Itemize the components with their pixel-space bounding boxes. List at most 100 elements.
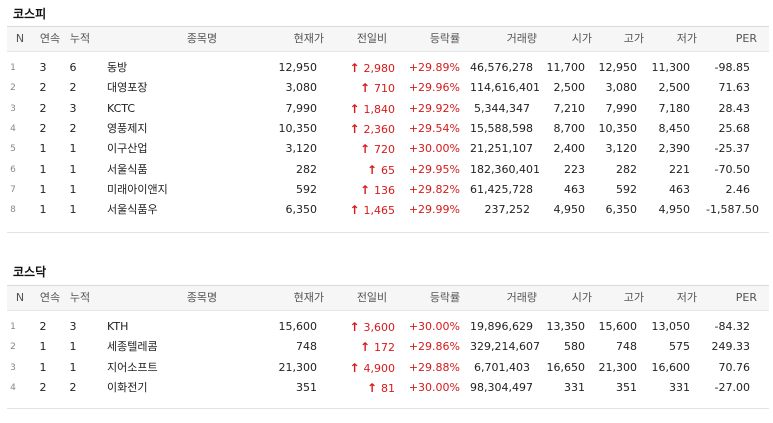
cell-price: 12,950 (278, 61, 318, 74)
cell-rate: +29.54% (408, 121, 460, 135)
change-value: 710 (374, 82, 395, 96)
col-header-rate: 등락률 (429, 291, 461, 304)
arrow-up-icon: ↑ (366, 380, 377, 395)
col-header-price: 현재가 (293, 32, 324, 45)
arrow-up-icon: ↑ (349, 320, 360, 334)
stock-name-link[interactable]: KTH (107, 320, 129, 333)
arrow-up-icon: ↑ (359, 340, 370, 355)
col-header-streak: 연속 (39, 291, 61, 304)
cell-high: 15,600 (598, 320, 638, 333)
col-header-n: N (15, 291, 25, 304)
arrow-up-icon: ↑ (349, 203, 360, 218)
cell-cumulative: 3 (69, 320, 77, 333)
stock-name-link[interactable]: 서울식품우 (107, 203, 158, 217)
cell-n: 1 (10, 63, 16, 73)
change-value: 136 (374, 183, 395, 197)
cell-change: ↑ 172 (335, 337, 395, 358)
table-row: 4 2 2 이화전기 351 ↑ 81 +30.00% 98,304,497 331 351 331 -… (0, 378, 773, 398)
cell-high: 21,300 (598, 360, 638, 374)
cell-high: 10,350 (598, 121, 638, 135)
cell-price: 282 (296, 162, 317, 176)
cell-per: -1,587.50 (706, 203, 759, 217)
cell-high: 7,990 (605, 101, 638, 115)
stock-name-link[interactable]: 영풍제지 (107, 121, 148, 135)
col-header-streak: 연속 (39, 32, 61, 45)
cell-rate: +29.96% (408, 81, 460, 95)
table-divider (7, 408, 769, 409)
table-row: 5 1 1 이구산업 3,120 ↑ 720 +30.00% 21,251,107 2,400 3,… (0, 139, 773, 159)
cell-change: ↑ 1,465 (335, 200, 395, 221)
cell-volume: 98,304,497 (470, 380, 533, 394)
cell-change: ↑ 136 (335, 180, 395, 201)
cell-low: 16,600 (651, 360, 691, 374)
cell-cumulative: 2 (69, 380, 77, 394)
cell-rate: +29.92% (408, 101, 460, 115)
change-value: 2,980 (363, 62, 396, 75)
stock-name-link[interactable]: 미래아이앤지 (107, 182, 168, 196)
cell-high: 592 (616, 182, 637, 196)
cell-cumulative: 2 (69, 121, 77, 135)
arrow-up-icon: ↑ (366, 162, 377, 177)
stock-name-link[interactable]: 지어소프트 (107, 360, 158, 374)
table-divider (7, 232, 769, 233)
change-value: 65 (381, 163, 395, 177)
cell-streak: 1 (39, 162, 47, 176)
cell-low: 2,500 (658, 81, 691, 95)
cell-cumulative: 1 (69, 203, 77, 217)
cell-rate: +29.82% (408, 182, 460, 196)
kospi-section: 코스피 N 연속 누적 종목명 현재가 전일비 등락률 거래량 시가 고가 저가… (0, 7, 773, 233)
cell-low: 7,180 (658, 101, 691, 115)
cell-open: 2,400 (553, 142, 586, 156)
arrow-up-icon: ↑ (349, 360, 360, 375)
stock-name-link[interactable]: 이구산업 (107, 142, 148, 156)
cell-cumulative: 1 (69, 182, 77, 196)
cell-n: 7 (10, 184, 16, 195)
cell-price: 10,350 (278, 121, 318, 135)
cell-per: 28.43 (718, 101, 751, 115)
cell-price: 592 (296, 182, 317, 196)
stock-name-link[interactable]: 이화전기 (107, 380, 148, 394)
cell-rate: +30.00% (408, 142, 460, 156)
cell-rate: +29.99% (408, 203, 460, 217)
col-header-low: 저가 (676, 291, 697, 304)
cell-price: 351 (296, 380, 317, 394)
cell-low: 2,390 (658, 142, 691, 156)
cell-n: 4 (10, 382, 16, 393)
cell-rate: +30.00% (408, 380, 460, 394)
cell-streak: 3 (39, 61, 47, 74)
col-header-per: PER (735, 291, 757, 304)
stock-name-link[interactable]: 대영포장 (107, 81, 148, 95)
cell-open: 331 (564, 380, 585, 394)
table-header: N 연속 누적 종목명 현재가 전일비 등락률 거래량 시가 고가 저가 PER (7, 26, 769, 52)
cell-change: ↑ 81 (335, 378, 395, 399)
cell-change: ↑ 1,840 (335, 99, 395, 120)
cell-cumulative: 1 (69, 360, 77, 374)
table-row: 6 1 1 서울식품 282 ↑ 65 +29.95% 182,360,401 223 282 221… (0, 160, 773, 180)
cell-change: ↑ 710 (335, 78, 395, 99)
cell-high: 3,120 (605, 142, 638, 156)
table-row: 1 3 6 동방 12,950 ↑ 2,980 +29.89% 46,576,278 11,700… (0, 58, 773, 78)
cell-volume: 6,701,403 (474, 360, 530, 374)
table-row: 2 2 2 대영포장 3,080 ↑ 710 +29.96% 114,616,401 2,500 3… (0, 78, 773, 98)
cell-volume: 15,588,598 (470, 121, 533, 135)
cell-n: 1 (10, 322, 16, 332)
change-value: 1,465 (363, 204, 396, 218)
cell-streak: 2 (39, 320, 47, 333)
stock-name-link[interactable]: 서울식품 (107, 162, 148, 176)
cell-rate: +30.00% (408, 320, 460, 333)
cell-rate: +29.88% (408, 360, 460, 374)
cell-change: ↑ 3,600 (335, 317, 395, 338)
cell-change: ↑ 2,980 (335, 58, 395, 79)
stock-name-link[interactable]: 세종텔레콤 (107, 340, 158, 354)
arrow-up-icon: ↑ (359, 142, 370, 157)
stock-name-link[interactable]: 동방 (107, 61, 128, 74)
cell-high: 748 (616, 340, 637, 354)
cell-streak: 1 (39, 182, 47, 196)
cell-low: 575 (669, 340, 690, 354)
cell-streak: 2 (39, 380, 47, 394)
cell-open: 13,350 (546, 320, 586, 333)
stock-name-link[interactable]: KCTC (107, 101, 136, 115)
col-header-change: 전일비 (356, 32, 388, 45)
cell-rate: +29.89% (408, 61, 460, 74)
